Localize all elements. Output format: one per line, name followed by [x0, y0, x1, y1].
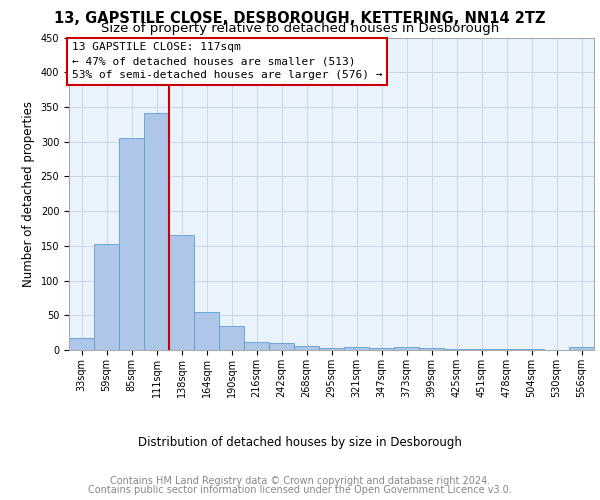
- Text: Contains HM Land Registry data © Crown copyright and database right 2024.: Contains HM Land Registry data © Crown c…: [110, 476, 490, 486]
- Text: Size of property relative to detached houses in Desborough: Size of property relative to detached ho…: [101, 22, 499, 35]
- Text: 13, GAPSTILE CLOSE, DESBOROUGH, KETTERING, NN14 2TZ: 13, GAPSTILE CLOSE, DESBOROUGH, KETTERIN…: [54, 11, 546, 26]
- Text: Distribution of detached houses by size in Desborough: Distribution of detached houses by size …: [138, 436, 462, 449]
- Bar: [369, 348, 394, 350]
- Bar: [519, 348, 544, 350]
- Bar: [119, 138, 144, 350]
- Bar: [494, 348, 519, 350]
- Text: 13 GAPSTILE CLOSE: 117sqm
← 47% of detached houses are smaller (513)
53% of semi: 13 GAPSTILE CLOSE: 117sqm ← 47% of detac…: [71, 42, 382, 80]
- Bar: [444, 348, 469, 350]
- Y-axis label: Number of detached properties: Number of detached properties: [22, 101, 35, 287]
- Bar: [344, 346, 369, 350]
- Bar: [394, 346, 419, 350]
- Text: Contains public sector information licensed under the Open Government Licence v3: Contains public sector information licen…: [88, 485, 512, 495]
- Bar: [194, 312, 219, 350]
- Bar: [269, 343, 294, 350]
- Bar: [169, 236, 194, 350]
- Bar: [69, 338, 94, 350]
- Bar: [94, 244, 119, 350]
- Bar: [419, 348, 444, 350]
- Bar: [294, 346, 319, 350]
- Bar: [319, 348, 344, 350]
- Bar: [469, 348, 494, 350]
- Bar: [244, 342, 269, 350]
- Bar: [569, 346, 594, 350]
- Bar: [219, 326, 244, 350]
- Bar: [144, 112, 169, 350]
